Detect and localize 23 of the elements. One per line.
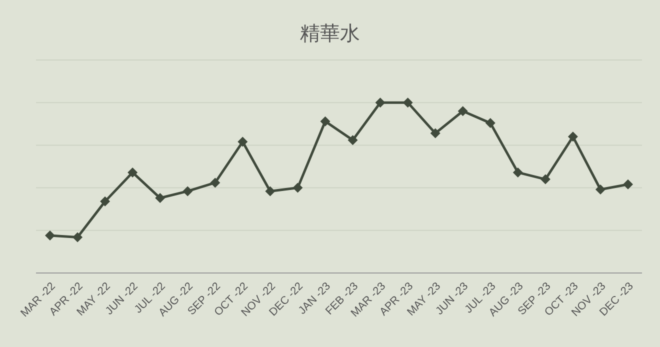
point [182,186,193,196]
point [348,135,358,146]
point [72,232,83,242]
point [512,167,523,178]
point [568,132,578,142]
point [623,179,633,190]
point [238,136,248,147]
point [128,167,138,178]
point [100,196,110,206]
chart-title: 精華水 [299,22,361,47]
point [375,98,386,108]
point [430,128,440,138]
point [292,182,303,193]
point [45,230,55,241]
point [155,193,166,204]
point [265,186,276,196]
point [458,106,468,116]
point [320,116,330,126]
point [402,98,413,108]
point [595,184,606,195]
point [485,118,496,128]
point [540,174,550,184]
point [210,178,220,188]
